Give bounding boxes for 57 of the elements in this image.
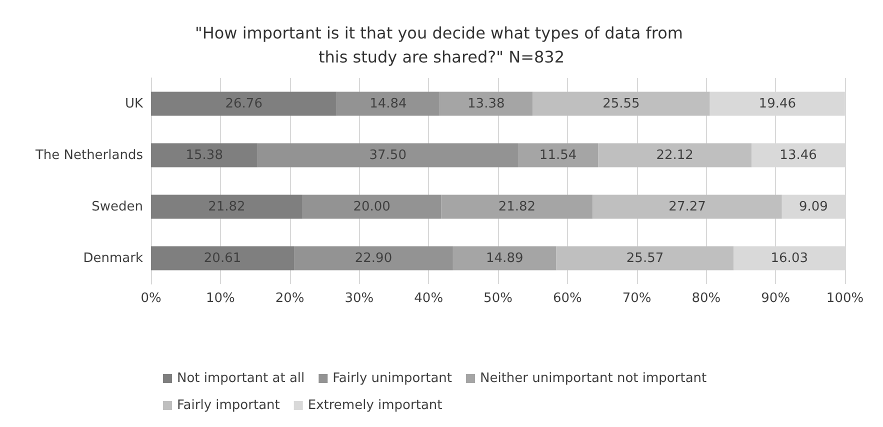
bar (518, 143, 598, 168)
data-label: 13.46 (780, 148, 817, 163)
legend-label: Not important at all (177, 371, 305, 386)
bar (302, 194, 442, 219)
data-label: 22.12 (656, 148, 694, 163)
data-label: 22.90 (354, 250, 392, 266)
bar (151, 143, 258, 168)
y-tick-label: The Netherlands (34, 148, 144, 163)
bar (294, 246, 453, 270)
legend-label: Extremely important (308, 398, 442, 413)
x-tick-label: 0% (140, 291, 162, 306)
bar (151, 92, 337, 116)
x-tick-label: 100% (826, 291, 864, 306)
y-tick-label: UK (124, 96, 144, 112)
data-label: 21.82 (208, 199, 246, 214)
data-label: 20.61 (204, 250, 242, 266)
data-label: 25.55 (602, 96, 640, 112)
bar (151, 246, 294, 270)
y-tick-label: Denmark (83, 250, 144, 266)
x-tick-label: 50% (484, 291, 512, 306)
bar (556, 246, 734, 270)
data-label: 14.84 (370, 96, 407, 112)
data-label: 37.50 (369, 148, 406, 163)
bar (592, 194, 782, 219)
bar (452, 246, 556, 270)
data-label: 13.38 (468, 96, 505, 112)
x-tick-label: 20% (275, 291, 304, 306)
x-tick-label: 70% (622, 291, 652, 306)
data-label: 26.76 (225, 96, 262, 112)
x-tick-label: 60% (552, 291, 582, 306)
bar (258, 143, 518, 168)
data-label: 20.00 (353, 199, 390, 214)
chart-title: "How important is it that you decide what types of data from this study are shared?" N=832 (194, 24, 688, 66)
data-label: 16.03 (770, 250, 808, 266)
x-tick-label: 30% (344, 291, 374, 306)
data-label: 15.38 (186, 148, 223, 163)
bar (336, 92, 440, 116)
bar (532, 92, 710, 116)
bar (440, 92, 533, 116)
data-label: 19.46 (758, 96, 796, 112)
x-tick-label: 40% (414, 291, 444, 306)
x-tick-label: 10% (206, 291, 235, 306)
legend-label: Fairly important (177, 398, 280, 413)
data-label: 11.54 (539, 148, 577, 163)
data-label: 9.09 (798, 199, 828, 214)
bar (598, 143, 752, 168)
legend-label: Fairly unimportant (332, 371, 452, 386)
data-label: 14.89 (486, 250, 524, 266)
x-tick-label: 80% (692, 291, 721, 306)
x-tick-label: 90% (761, 291, 790, 306)
data-label: 21.82 (498, 199, 536, 214)
legend-label: Neither unimportant not important (480, 371, 707, 386)
y-tick-label: Sweden (92, 199, 143, 214)
bar (441, 194, 593, 219)
data-label: 25.57 (626, 250, 664, 266)
data-label: 27.27 (668, 199, 706, 214)
bar (151, 194, 302, 219)
